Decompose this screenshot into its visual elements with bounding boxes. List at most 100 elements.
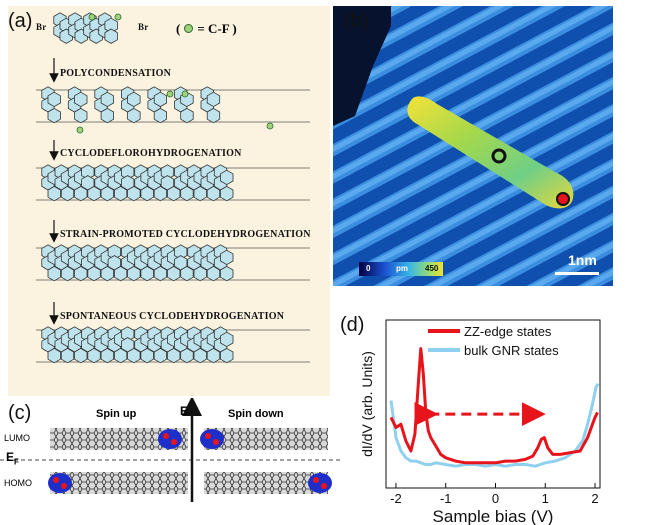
ribbon-row [36, 244, 310, 282]
hexagon-ring [60, 265, 75, 282]
ribbon-row [36, 326, 310, 364]
homo-up-ribbon [50, 472, 188, 494]
plot-frame [385, 319, 601, 489]
cf-dot-icon [88, 13, 96, 21]
hexagon-ring [220, 331, 234, 348]
sts-chart: -2 -1 0 1 2 ZZ-edge states bulk GNR states d… [359, 319, 601, 525]
hexagon-ring [81, 164, 95, 180]
cf-dot-icon [166, 90, 174, 98]
series-line [389, 347, 599, 465]
hexagon-ring [153, 347, 167, 364]
hexagon-ring [47, 91, 61, 108]
hexagon-ring [180, 347, 194, 364]
precursor-molecule [53, 12, 122, 44]
hexagon-ring [47, 347, 61, 364]
hexagon-ring [193, 347, 207, 364]
hexagon-ring [74, 347, 88, 364]
step-strain-promoted: STRAIN-PROMOTED CYCLODEHYDROGENATION [60, 229, 311, 240]
fermi-subscript: F [14, 457, 19, 467]
cf-dot-icon [76, 126, 84, 134]
y-axis-label: dI/dV (arb. Units) [359, 351, 375, 457]
hexagon-ring [127, 107, 141, 124]
scalebar-line [555, 272, 599, 275]
cf-dot-icon [114, 13, 122, 21]
hexagon-ring [140, 265, 154, 282]
cf-legend-text: = C-F ) [197, 21, 237, 36]
spin-band-diagram [0, 398, 340, 502]
colorbar [359, 262, 443, 276]
x-tick-label: 2 [591, 491, 598, 506]
hexagon-ring [220, 185, 234, 202]
hexagon-ring [160, 164, 175, 180]
x-axis-label: Sample bias (V) [433, 507, 554, 525]
panel-a-label: (a) [8, 10, 33, 32]
bulk-tip-position-marker [491, 148, 507, 164]
hexagon-ring [74, 107, 88, 124]
hexagon-ring [100, 91, 114, 108]
spin-density-lobes [48, 429, 332, 493]
hexagon-ring [140, 185, 154, 202]
edge-tip-position-marker [556, 192, 570, 206]
hexagon-ring [206, 107, 221, 124]
hexagon-ring [167, 347, 181, 364]
x-tick-label: -2 [390, 491, 402, 506]
hexagon-ring [220, 169, 234, 186]
hexagon-ring [87, 265, 101, 282]
scalebar-label: 1nm [568, 252, 597, 268]
hexagon-ring [127, 91, 141, 108]
step-cyclodeflorohydrogenation: CYCLODEFLOROHYDROGENATION [60, 148, 242, 159]
hexagon-ring [127, 347, 141, 364]
legend-label-bulk: bulk GNR states [464, 343, 559, 358]
hexagon-ring [121, 164, 135, 180]
hexagon-ring [104, 28, 118, 44]
panel-d-label: (d) [340, 314, 365, 336]
ribbon-row [36, 164, 310, 202]
spin-up-label: Spin up [96, 408, 137, 420]
hexagon-ring [180, 185, 194, 202]
colorbar-min: 0 [366, 264, 371, 273]
colorbar-max: 450 [425, 264, 439, 273]
hexagon-ring [87, 185, 101, 202]
hexagon-ring [220, 347, 234, 364]
hexagon-ring [100, 265, 114, 282]
hexagon-ring [193, 265, 207, 282]
cf-legend-dot-icon [184, 24, 194, 33]
spin-down-label: Spin down [228, 408, 284, 420]
legend: ZZ-edge states bulk GNR states [428, 324, 559, 358]
hexagon-ring [114, 265, 128, 282]
series-lines [389, 347, 600, 468]
hexagon-ring [153, 91, 167, 108]
x-tick-label: 0 [492, 491, 499, 506]
lumo-up-ribbon [50, 428, 188, 450]
fermi-symbol: E [6, 450, 15, 464]
hexagon-ring [153, 265, 167, 282]
stm-image [333, 6, 613, 286]
energy-label: E [180, 404, 189, 418]
hexagon-ring [193, 185, 207, 202]
hexagon-ring [74, 91, 88, 108]
lumo-label: LUMO [4, 433, 31, 443]
hexagon-ring [180, 107, 194, 124]
hexagon-ring [220, 249, 234, 266]
hexagon-ring [140, 347, 154, 364]
hexagon-ring [107, 244, 121, 260]
x-tick-label: -1 [440, 491, 452, 506]
hexagon-ring [153, 107, 167, 124]
hexagon-ring [60, 347, 75, 364]
lumo-down-ribbon [204, 428, 328, 450]
x-ticks: -2 -1 0 1 2 [390, 483, 599, 506]
hexagon-ring [127, 185, 141, 202]
ribbon-rows [36, 86, 310, 364]
hexagon-ring [47, 107, 61, 124]
br-right-label: Br [138, 22, 149, 32]
hexagon-ring [206, 185, 221, 202]
step-spontaneous: SPONTANEOUS CYCLODEHYDROGENATION [60, 311, 285, 322]
hexagon-ring [174, 244, 188, 260]
hexagon-ring [121, 326, 135, 342]
hexagon-ring [127, 265, 141, 282]
cf-dot-icon [181, 90, 189, 98]
hexagon-ring [47, 185, 61, 202]
colorbar-unit: pm [396, 264, 408, 273]
legend-label-zz: ZZ-edge states [464, 324, 552, 339]
hexagon-ring [100, 347, 114, 364]
